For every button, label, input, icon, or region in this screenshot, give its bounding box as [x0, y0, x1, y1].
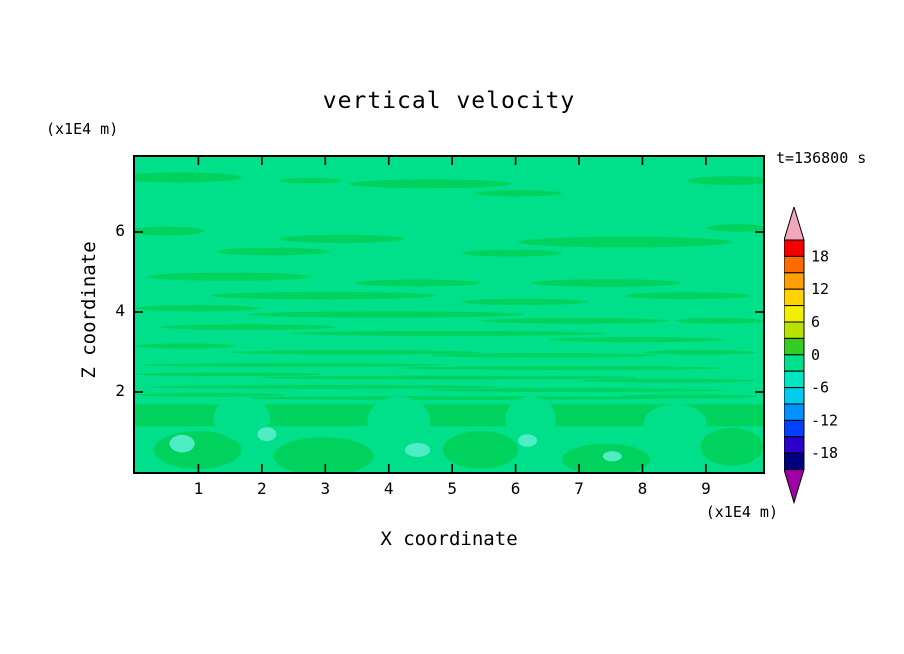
- y-tick-label: 6: [115, 221, 125, 240]
- x-tick-label: 4: [383, 479, 394, 498]
- x-tick-label: 1: [193, 479, 204, 498]
- x-tick-label: 6: [510, 479, 521, 498]
- colorbar: 18 12 6 0 -6 -12 -18: [783, 205, 854, 507]
- x-tick-label: 2: [257, 479, 267, 498]
- colorbar-tick-label: 6: [811, 313, 820, 331]
- contour-field: [135, 157, 763, 472]
- colorbar-tick-label: 18: [811, 247, 829, 265]
- x-tick-label: 7: [574, 479, 584, 498]
- colorbar-tick-label: -12: [811, 411, 838, 429]
- y-axis-unit: (x1E4 m): [46, 120, 119, 138]
- colorbar-scale: 18 12 6 0 -6 -12 -18: [783, 205, 838, 505]
- colorbar-tick-label: 0: [811, 346, 820, 364]
- x-tick-label: 9: [701, 479, 711, 498]
- y-tick-label: 2: [115, 381, 125, 400]
- x-tick-label: 5: [447, 479, 457, 498]
- colorbar-tick-label: -18: [811, 444, 838, 462]
- time-label: t=136800 s: [776, 149, 867, 167]
- colorbar-tick-label: -6: [811, 379, 829, 397]
- y-tick-label: 4: [115, 301, 125, 320]
- colorbar-tick-label: 12: [811, 280, 829, 298]
- x-axis-label: X coordinate: [380, 528, 518, 550]
- plot-title: vertical velocity: [322, 88, 576, 114]
- x-tick-label: 8: [637, 479, 648, 498]
- x-axis-unit: (x1E4 m): [705, 503, 778, 521]
- plot-area: [133, 155, 765, 474]
- x-tick-label: 3: [320, 479, 331, 498]
